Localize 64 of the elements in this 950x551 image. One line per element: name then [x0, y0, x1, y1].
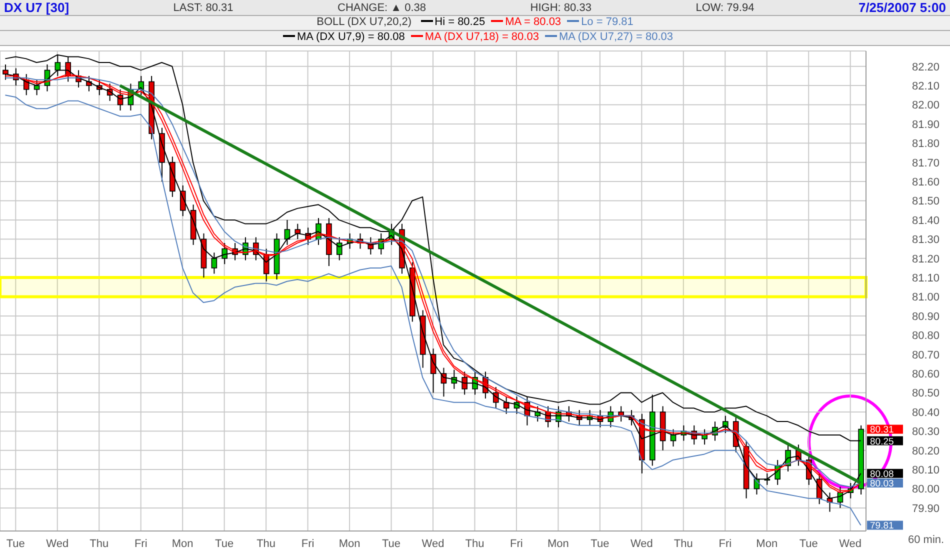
- x-tick-label: Fri: [134, 538, 148, 550]
- x-tick-label: Fri: [301, 538, 314, 550]
- y-tick-label: 80.30: [912, 426, 940, 438]
- x-tick-label: Tue: [6, 538, 25, 550]
- legend-label: MA (DX U7,18) = 80.03: [424, 31, 539, 43]
- y-tick-label: 81.90: [912, 118, 940, 131]
- x-axis-title: 60 min.: [908, 534, 944, 546]
- text: HIGH: 80.33: [530, 2, 592, 14]
- x-tick-label: Mon: [338, 538, 360, 550]
- data-label: 80.25: [870, 436, 894, 448]
- x-tick-label: Fri: [510, 538, 523, 550]
- text: CHANGE: ▲ 0.38: [338, 2, 426, 14]
- x-tick-label: Tue: [382, 538, 401, 550]
- legend-title: BOLL (DX U7,20,2): [316, 16, 413, 28]
- y-tick-label: 80.70: [912, 349, 940, 362]
- data-label: 79.81: [870, 520, 894, 532]
- legend-label: MA = 80.03: [504, 16, 562, 28]
- y-tick-label: 80.10: [912, 464, 940, 476]
- x-tick-label: Tue: [215, 538, 234, 550]
- y-tick-label: 80.50: [912, 388, 940, 400]
- chart-title: DX U7 [30]: [4, 0, 70, 15]
- x-tick-label: Wed: [46, 538, 69, 550]
- x-tick-label: Tue: [799, 538, 818, 550]
- y-tick-label: 81.00: [912, 292, 940, 304]
- y-tick-label: 80.80: [912, 330, 940, 342]
- legend-label: MA (DX U7,9) = 80.08: [296, 31, 405, 43]
- x-tick-label: Mon: [756, 538, 778, 550]
- y-tick-label: 81.10: [912, 272, 940, 284]
- x-tick-label: Wed: [839, 538, 862, 550]
- y-tick-label: 82.10: [912, 80, 940, 92]
- x-tick-label: Wed: [630, 538, 653, 550]
- y-tick-label: 79.90: [912, 502, 940, 515]
- y-tick-label: 81.60: [912, 176, 940, 188]
- x-tick-label: Thu: [674, 538, 693, 550]
- y-tick-label: 81.20: [912, 253, 940, 266]
- y-tick-label: 80.20: [912, 445, 940, 458]
- y-tick-label: 82.00: [912, 100, 940, 112]
- x-tick-label: Thu: [465, 538, 484, 550]
- text: 80.31: [870, 424, 894, 436]
- x-tick-label: Tue: [590, 538, 610, 550]
- y-tick-label: 80.40: [912, 406, 940, 419]
- text: LOW: 79.94: [696, 2, 754, 14]
- x-tick-label: Mon: [548, 538, 569, 550]
- y-tick-label: 80.60: [912, 368, 940, 380]
- y-tick-label: 81.70: [912, 157, 940, 170]
- legend-label: MA (DX U7,27) = 80.03: [558, 31, 673, 43]
- y-tick-label: 80.90: [912, 310, 940, 323]
- legend-label: Lo = 79.81: [580, 16, 634, 28]
- x-tick-label: Mon: [172, 538, 194, 550]
- text: LAST: 80.31: [173, 2, 234, 14]
- x-tick-label: Thu: [90, 538, 109, 550]
- data-label: 80.03: [870, 478, 894, 490]
- y-tick-label: 81.80: [912, 138, 940, 150]
- y-tick-label: 82.20: [912, 61, 940, 74]
- x-tick-label: Fri: [718, 538, 732, 550]
- y-tick-label: 81.50: [912, 196, 940, 208]
- data-label: 80.08: [870, 468, 894, 480]
- x-tick-label: Thu: [256, 538, 276, 550]
- y-tick-label: 81.40: [912, 214, 940, 227]
- y-tick-label: 80.00: [912, 484, 940, 496]
- x-tick-label: Wed: [422, 538, 444, 550]
- legend-label: Hi = 80.25: [434, 16, 486, 28]
- text: 7/25/2007 5:00: [858, 0, 946, 15]
- y-tick-label: 81.30: [912, 234, 940, 246]
